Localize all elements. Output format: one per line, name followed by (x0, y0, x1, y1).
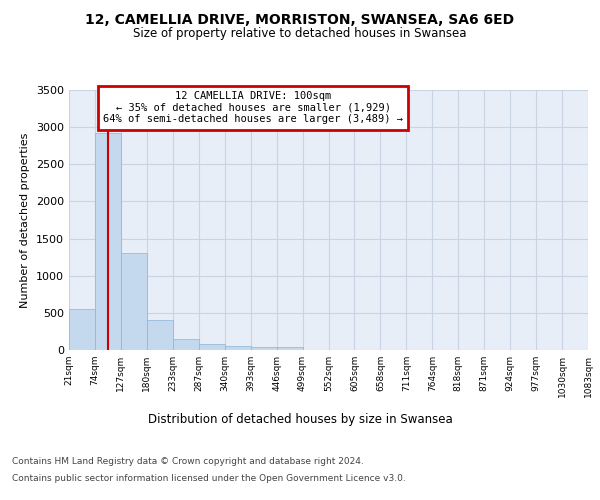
Text: Contains public sector information licensed under the Open Government Licence v3: Contains public sector information licen… (12, 474, 406, 483)
Bar (147, 320, 173, 350)
Bar (225, 346, 251, 350)
Bar (69, 309, 95, 350)
Bar (251, 346, 277, 350)
Text: 12, CAMELLIA DRIVE, MORRISTON, SWANSEA, SA6 6ED: 12, CAMELLIA DRIVE, MORRISTON, SWANSEA, … (85, 12, 515, 26)
Text: Contains HM Land Registry data © Crown copyright and database right 2024.: Contains HM Land Registry data © Crown c… (12, 458, 364, 466)
Text: 12 CAMELLIA DRIVE: 100sqm
← 35% of detached houses are smaller (1,929)
64% of se: 12 CAMELLIA DRIVE: 100sqm ← 35% of detac… (103, 92, 403, 124)
Bar (121, 252, 147, 350)
Bar (173, 339, 199, 350)
Y-axis label: Number of detached properties: Number of detached properties (20, 132, 31, 308)
Bar (277, 348, 302, 350)
Text: Distribution of detached houses by size in Swansea: Distribution of detached houses by size … (148, 412, 452, 426)
Bar (95, 133, 121, 350)
Bar (199, 344, 224, 350)
Text: Size of property relative to detached houses in Swansea: Size of property relative to detached ho… (133, 28, 467, 40)
